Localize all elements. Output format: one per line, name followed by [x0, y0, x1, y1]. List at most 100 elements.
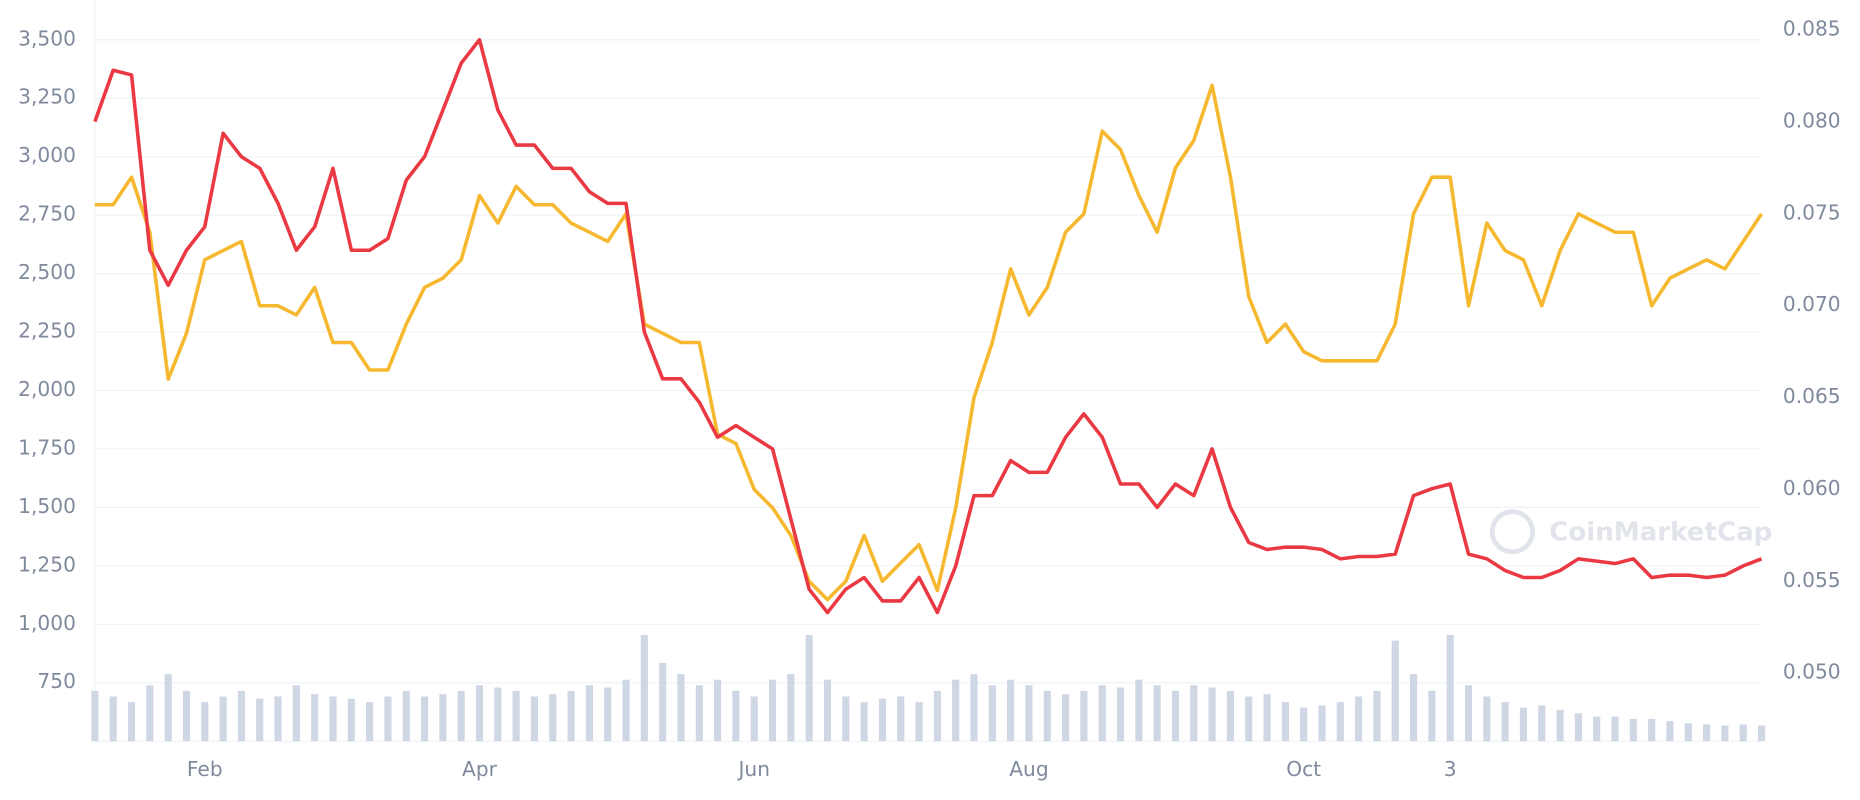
- y2-tick-label: 0.060: [1783, 476, 1841, 500]
- volume-bar: [1300, 707, 1308, 742]
- y-tick-label: 2,750: [18, 202, 76, 226]
- y-tick-label: 1,250: [18, 552, 76, 576]
- volume-bar: [860, 702, 868, 742]
- volume-bar: [182, 690, 191, 742]
- volume-bar: [366, 702, 374, 742]
- watermark: CoinMarketCap: [1489, 509, 1772, 555]
- volume-bar: [970, 674, 978, 742]
- volume-bar: [1410, 674, 1418, 742]
- volume-bar: [567, 690, 575, 742]
- price-line: [93, 38, 1763, 615]
- x-tick-label: Jun: [736, 757, 770, 781]
- volume-bar: [219, 696, 227, 742]
- volume-bar: [1208, 687, 1216, 742]
- volume-bar: [1336, 702, 1344, 742]
- x-tick-label: 3: [1444, 757, 1457, 781]
- volume-bar: [475, 685, 484, 742]
- y2-tick-label: 0.080: [1783, 109, 1841, 133]
- volume-bar: [1355, 696, 1363, 742]
- volume-bar: [384, 696, 392, 742]
- volume-bar: [109, 696, 117, 742]
- volume-bar: [988, 685, 996, 742]
- volume-bar: [695, 685, 703, 742]
- y-tick-label: 3,000: [18, 143, 76, 167]
- x-tick-label: Apr: [462, 757, 498, 781]
- volume-bar: [311, 694, 319, 742]
- volume-bar: [1318, 705, 1326, 742]
- volume-bar: [659, 662, 667, 742]
- volume-bar: [237, 690, 245, 742]
- volume-bar: [1025, 685, 1033, 742]
- volume-bar: [732, 690, 740, 742]
- y2-tick-label: 0.055: [1783, 568, 1841, 592]
- y-tick-label: 2,500: [18, 260, 76, 284]
- watermark-text: CoinMarketCap: [1549, 518, 1772, 548]
- volume-bar: [1648, 718, 1656, 742]
- volume-bar: [604, 687, 612, 742]
- x-tick-label: Feb: [187, 757, 223, 781]
- volume-bar: [402, 690, 410, 742]
- volume-bar: [329, 696, 337, 742]
- volume-bar: [1391, 640, 1399, 742]
- volume-bar: [146, 685, 154, 742]
- volume-bar: [1190, 685, 1198, 742]
- volume-bar: [292, 685, 300, 742]
- volume-bar: [1428, 690, 1436, 742]
- volume-bar: [1483, 696, 1491, 742]
- volume-bar: [1446, 635, 1454, 742]
- y2-tick-label: 0.050: [1783, 660, 1841, 684]
- volume-bar: [823, 679, 832, 742]
- volume-bar: [1245, 696, 1253, 742]
- volume-bar: [952, 679, 960, 742]
- volume-bar: [714, 679, 722, 742]
- y-tick-label: 3,250: [18, 85, 76, 109]
- volume-bar: [933, 690, 941, 742]
- volume-bar: [1226, 690, 1234, 742]
- volume-bar: [640, 635, 648, 742]
- volume-bar: [512, 690, 520, 742]
- y-tick-label: 2,250: [18, 319, 76, 343]
- volume-bar: [1684, 723, 1692, 742]
- volume-bar: [1629, 718, 1637, 742]
- volume-bar: [1721, 725, 1729, 742]
- volume-bar: [787, 674, 795, 742]
- volume-bar: [897, 696, 905, 742]
- y2-tick-label: 0.065: [1783, 384, 1841, 408]
- volume-bar: [1135, 679, 1143, 742]
- volume-bar: [201, 702, 209, 742]
- volume-bar: [347, 698, 355, 742]
- volume-bar: [1556, 709, 1564, 742]
- volume-bar: [1116, 687, 1125, 742]
- volume-bar: [1593, 716, 1601, 742]
- y-tick-label: 1,000: [18, 611, 76, 635]
- volume-bar: [1519, 707, 1528, 742]
- volume-bar: [585, 685, 593, 742]
- volume-bar: [1043, 690, 1051, 742]
- volume-bar: [549, 694, 557, 742]
- volume-bar: [622, 679, 630, 742]
- volume-bar: [274, 696, 282, 742]
- volume-bar: [1666, 721, 1674, 742]
- volume-bar: [1464, 685, 1473, 742]
- y-tick-label: 3,500: [18, 26, 76, 50]
- volume-bar: [1611, 716, 1619, 742]
- y-tick-label: 1,750: [18, 436, 76, 460]
- y-tick-label: 2,000: [18, 377, 76, 401]
- y2-tick-label: 0.075: [1783, 200, 1841, 224]
- volume-bar: [1757, 725, 1766, 742]
- volume-bar: [1703, 724, 1711, 742]
- volume-bar: [768, 679, 777, 742]
- volume-bar: [1171, 690, 1180, 742]
- volume-bar: [1263, 694, 1271, 742]
- volume-bar: [91, 690, 99, 742]
- volume-bar: [1080, 690, 1088, 742]
- volume-bar: [494, 687, 502, 742]
- volume-bar: [421, 696, 429, 742]
- volume-bar: [1098, 685, 1106, 742]
- y2-tick-label: 0.085: [1783, 17, 1841, 41]
- volume-bar: [164, 674, 172, 742]
- volume-bar: [1538, 705, 1546, 742]
- volume-bar: [915, 702, 923, 742]
